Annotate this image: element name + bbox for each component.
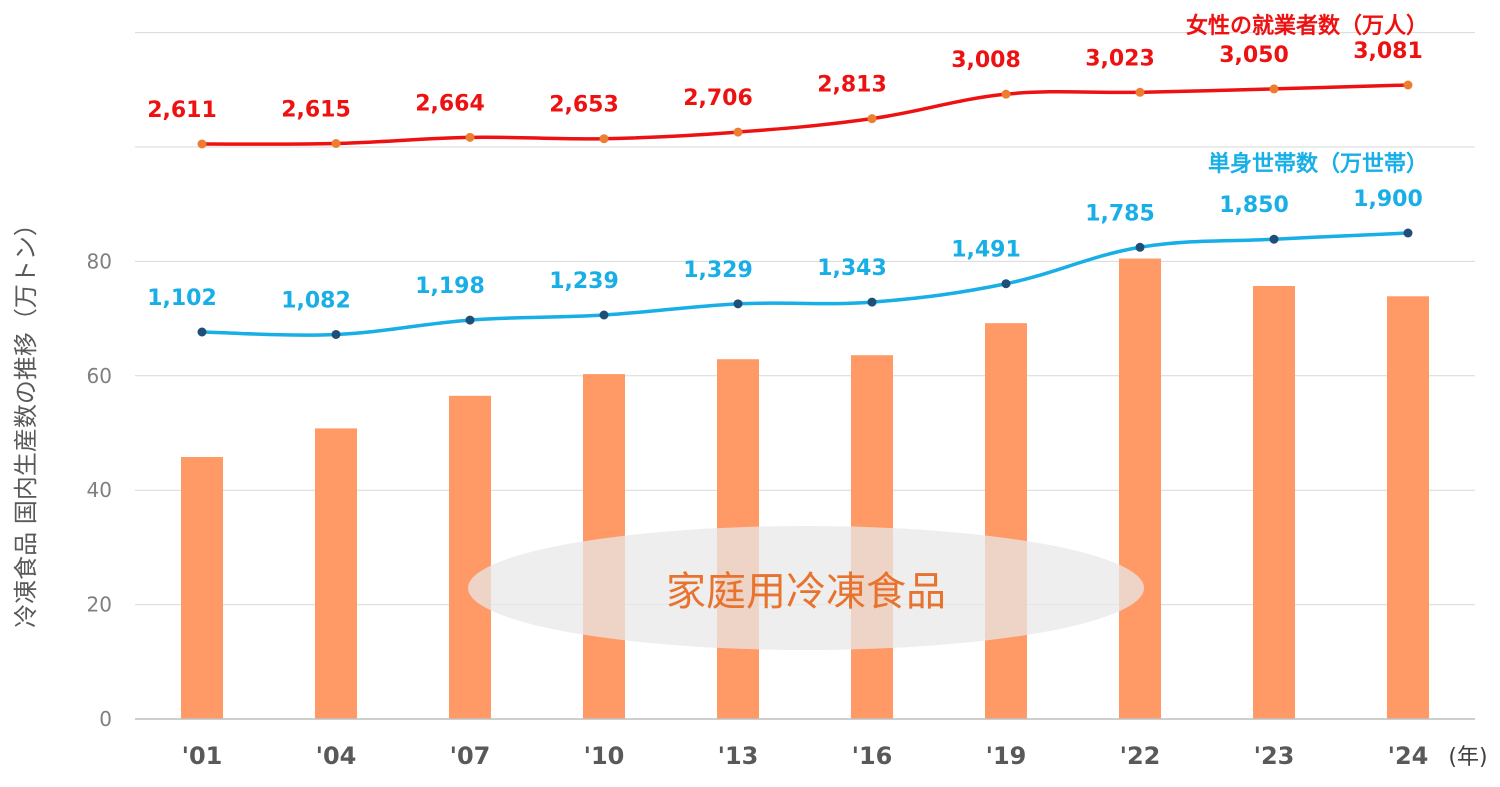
x-tick-label: '16 [852,742,893,770]
women-workers-data-label: 2,664 [415,91,485,116]
women-workers-point [1001,89,1011,99]
y-tick-label: 20 [87,593,112,617]
women-workers-data-label: 3,023 [1085,46,1155,71]
y-tick-label: 80 [87,249,112,273]
women-workers-data-label: 2,706 [683,86,753,111]
x-tick-label: '07 [450,742,491,770]
legend: 女性の就業者数（万人） 単身世帯数（万世帯） [1186,13,1428,177]
bar [181,457,223,719]
annotation-label: 家庭用冷凍食品 [666,569,946,615]
bar [985,323,1027,719]
single-households-data-label: 1,900 [1353,187,1423,212]
single-households-point [1001,279,1011,289]
women-workers-data-label: 3,081 [1353,39,1423,64]
single-households-line [201,231,1409,337]
y-tick-label: 0 [99,707,112,731]
women-workers-data-label: 2,611 [147,98,217,123]
y-tick-label: 40 [87,478,112,502]
single-households-point [867,297,877,307]
single-households-data-label: 1,082 [281,288,351,313]
women-workers-data-label: 2,653 [549,93,619,118]
single-households-data-label: 1,785 [1085,201,1155,226]
single-households-point [1135,242,1145,252]
women-workers-data-label: 2,813 [817,73,887,98]
single-households-series-name: 単身世帯数（万世帯） [1208,151,1428,177]
bar [1119,258,1161,719]
annotation-ellipse [468,526,1144,650]
axes: (年) 冷凍食品 国内生産数の推移（万トン） [12,212,1488,770]
x-tick-label: '01 [182,742,223,770]
bar [315,428,357,719]
single-households-data-label: 1,491 [951,238,1021,263]
x-tick-label: '04 [316,742,357,770]
y-axis-label: 冷凍食品 国内生産数の推移（万トン） [12,212,40,628]
single-households-point [197,327,207,337]
women-workers-data-label: 3,050 [1219,43,1289,68]
women-workers-series-name: 女性の就業者数（万人） [1186,13,1428,39]
single-households-point [733,299,743,309]
women-workers-line [201,83,1409,146]
women-workers-point [1269,84,1279,94]
women-workers-point [331,138,341,148]
single-households-data-label: 1,198 [415,274,485,299]
single-households-point [331,329,341,339]
women-workers-point [197,139,207,149]
x-tick-label: '19 [986,742,1027,770]
women-workers-data-label: 3,008 [951,48,1021,73]
single-households-data-label: 1,850 [1219,193,1289,218]
women-workers-point [733,127,743,137]
women-workers-point [1135,87,1145,97]
x-axis-unit: (年) [1448,745,1487,770]
annotation: 家庭用冷凍食品 [468,526,1144,650]
women-workers-point [599,134,609,144]
single-households-data-label: 1,329 [683,258,753,283]
bar [1253,285,1295,719]
single-households-point [465,315,475,325]
x-tick-label: '23 [1254,742,1295,770]
single-households-point [599,310,609,320]
single-households-data-label: 1,102 [147,286,217,311]
data-labels: 2,611 2,615 2,664 2,653 2,706 2,813 3,008 3,023… [147,39,1423,313]
series-lines [197,80,1413,339]
women-workers-data-label: 2,615 [281,97,351,122]
women-workers-point [465,132,475,142]
x-tick-label: '10 [584,742,625,770]
x-tick-label: '24 [1388,742,1429,770]
y-tick-label: 60 [87,364,112,388]
single-households-point [1403,228,1413,238]
single-households-data-label: 1,343 [817,256,887,281]
bar [449,395,491,719]
x-tick-label: '13 [718,742,759,770]
single-households-data-label: 1,239 [549,269,619,294]
bars: '01 '04 '07 '10 '13 '16 '19 '22 '23 '24 [181,258,1429,770]
bar [1387,296,1429,719]
women-workers-point [1403,80,1413,90]
x-tick-label: '22 [1120,742,1161,770]
women-workers-point [867,114,877,124]
gridlines: 0 20 40 60 80 [87,32,1475,731]
single-households-point [1269,234,1279,244]
